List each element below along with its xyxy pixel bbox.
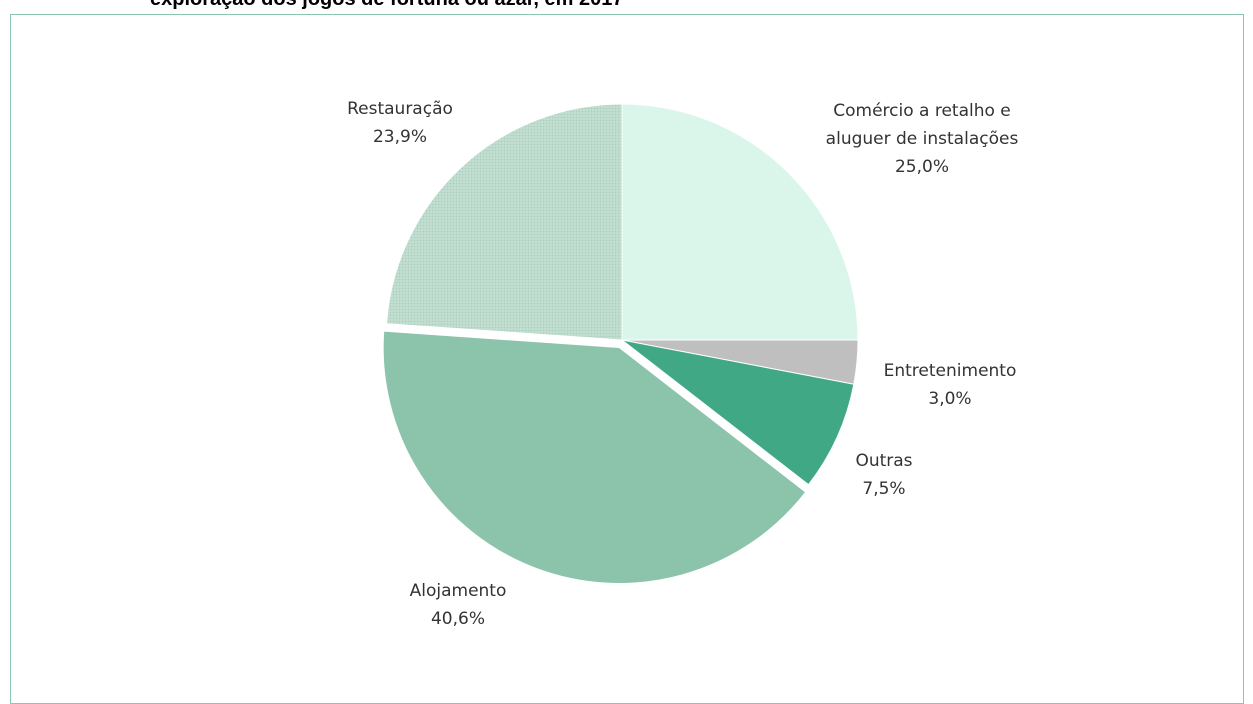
pie-slice — [386, 103, 623, 341]
slice-label: Comércio a retalho e aluguer de instalaçõ… — [826, 101, 1019, 177]
pie-slice — [382, 330, 807, 584]
pie-slice — [621, 103, 859, 341]
pie-chart: Comércio a retalho e aluguer de instalaçõ… — [347, 99, 1019, 629]
slice-label: Alojamento 40,6% — [410, 581, 507, 629]
slice-label: Entretenimento 3,0% — [884, 361, 1017, 409]
slice-label: Outras 7,5% — [855, 451, 912, 499]
slice-label: Restauração 23,9% — [347, 99, 453, 147]
chart-title: exploração dos jogos de fortuna ou azar,… — [150, 0, 1210, 11]
pie-slice — [621, 339, 855, 486]
